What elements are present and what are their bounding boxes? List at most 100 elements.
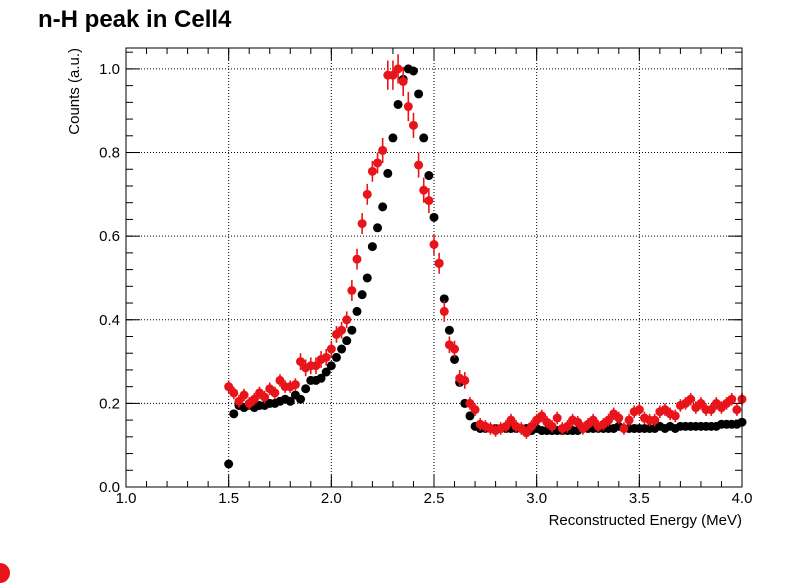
data-point (239, 390, 249, 400)
data-point (450, 344, 460, 354)
data-point (321, 367, 331, 377)
data-point (465, 411, 475, 421)
data-point (414, 89, 424, 99)
data-point (301, 384, 311, 394)
data-point (249, 394, 259, 404)
data-point (352, 254, 362, 264)
x-tick-label: 2.0 (321, 490, 342, 507)
x-tick-label: 3.5 (629, 490, 650, 507)
data-point (362, 189, 372, 199)
data-point (342, 315, 352, 325)
data-point (393, 99, 403, 109)
data-point (408, 120, 418, 130)
data-point (270, 388, 280, 398)
data-point (383, 168, 393, 178)
data-point (670, 411, 680, 421)
data-point (331, 352, 341, 362)
data-point (450, 354, 460, 364)
data-point (547, 421, 557, 431)
data-point (470, 405, 480, 415)
data-point (537, 411, 547, 421)
plot-frame (125, 47, 743, 488)
data-point (373, 223, 383, 233)
data-point (393, 64, 403, 74)
data-point (424, 196, 434, 206)
data-point (403, 102, 413, 112)
data-point (506, 415, 516, 425)
data-point (727, 394, 737, 404)
data-point (619, 423, 629, 433)
x-tick-label: 1.0 (116, 490, 137, 507)
data-point (424, 171, 434, 181)
data-point (373, 158, 383, 168)
data-point (706, 405, 716, 415)
data-point (444, 325, 454, 335)
data-point (650, 415, 660, 425)
data-point (614, 413, 624, 423)
data-series (224, 54, 747, 469)
data-point (229, 409, 239, 419)
data-point (696, 398, 706, 408)
data-point (321, 352, 331, 362)
data-point (326, 344, 336, 354)
data-point (367, 166, 377, 176)
data-point (367, 242, 377, 252)
data-point (234, 396, 244, 406)
data-point (429, 240, 439, 250)
data-point (439, 294, 449, 304)
data-point (337, 344, 347, 354)
data-point (326, 361, 336, 371)
x-tick-label: 2.5 (424, 490, 445, 507)
data-point (388, 133, 398, 143)
data-point (465, 398, 475, 408)
y-tick-label: 0.2 (99, 395, 120, 412)
x-tick-label: 3.0 (526, 490, 547, 507)
data-point (337, 325, 347, 335)
data-point (347, 285, 357, 295)
data-point (347, 325, 357, 335)
x-tick-label: 4.0 (732, 490, 753, 507)
series-1 (224, 54, 747, 439)
data-point (342, 336, 352, 346)
chart-title: n-H peak in Cell4 (38, 6, 232, 33)
data-point (378, 202, 388, 212)
y-tick-label: 1.0 (99, 61, 120, 78)
data-point (501, 421, 511, 431)
data-point (588, 415, 598, 425)
data-point (624, 415, 634, 425)
data-point (408, 66, 418, 76)
data-point (224, 382, 234, 392)
data-point (439, 306, 449, 316)
data-point (296, 394, 306, 404)
data-point (224, 459, 234, 469)
x-axis-label: Reconstructed Energy (MeV) (549, 512, 742, 529)
data-point (434, 258, 444, 268)
data-point (634, 405, 644, 415)
data-point (229, 388, 239, 398)
data-point (414, 160, 424, 170)
data-point (686, 394, 696, 404)
data-point (260, 392, 270, 402)
data-point (357, 290, 367, 300)
data-point (521, 428, 531, 438)
data-point (296, 357, 306, 367)
data-point (562, 421, 572, 431)
y-tick-label: 0.4 (99, 312, 120, 329)
data-point (552, 413, 562, 423)
data-point (732, 405, 742, 415)
data-point (311, 361, 321, 371)
x-tick-label: 1.5 (218, 490, 239, 507)
data-point (527, 421, 537, 431)
data-point (362, 273, 372, 283)
y-tick-label: 0.0 (99, 479, 120, 496)
data-point (419, 133, 429, 143)
data-point (275, 375, 285, 385)
data-point (357, 219, 367, 229)
data-point (460, 375, 470, 385)
data-point (290, 380, 300, 390)
data-point (378, 145, 388, 155)
y-axis-label: Counts (a.u.) (66, 48, 83, 135)
data-point (604, 415, 614, 425)
data-point (419, 185, 429, 195)
